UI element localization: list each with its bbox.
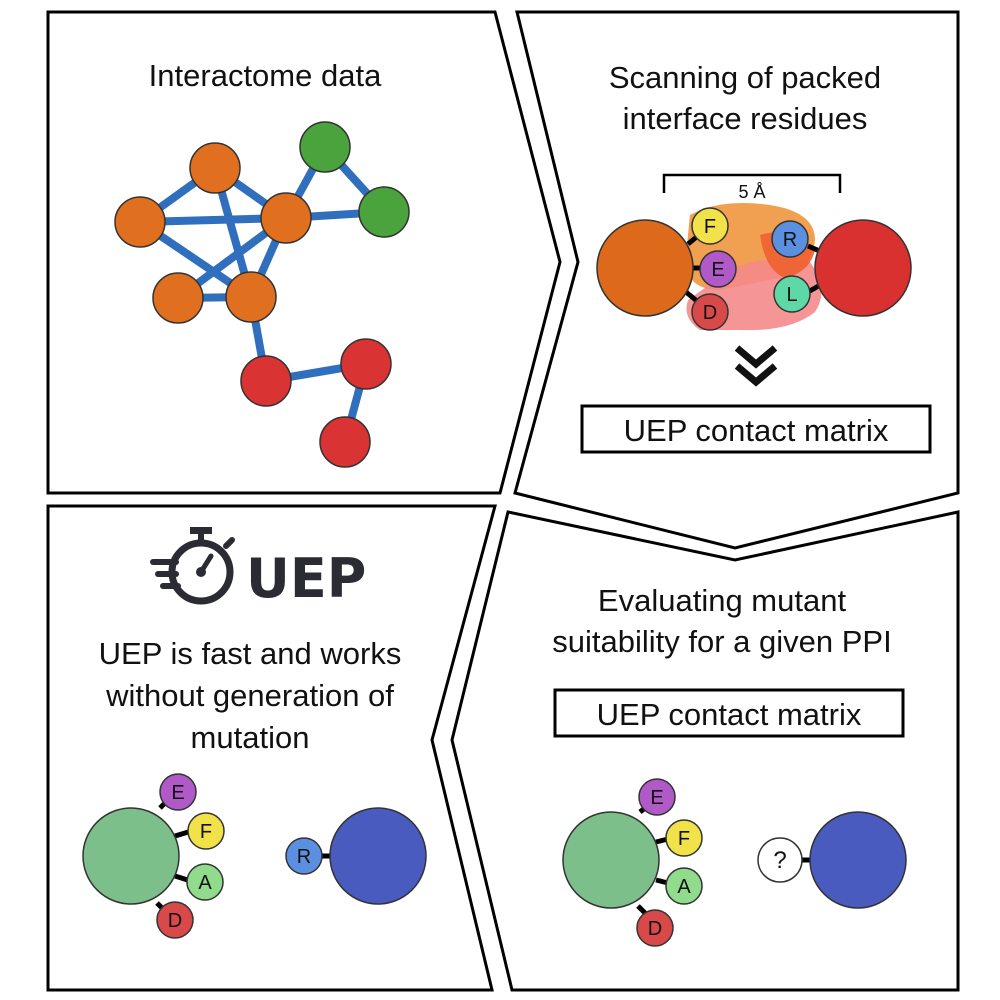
residue-uep-r-label: R <box>297 846 311 868</box>
evaluating-title-line2: suitability for a given PPI <box>552 624 891 659</box>
contact-matrix-label-top: UEP contact matrix <box>624 413 889 448</box>
contact-matrix-box-bottom <box>553 688 905 738</box>
distance-label: 5 Å <box>738 182 765 202</box>
residue-e-label: E <box>711 259 724 281</box>
scanning-title-line1: Scanning of packed <box>609 60 881 95</box>
residue-d-label: D <box>703 302 717 324</box>
network-node-o4 <box>152 272 204 324</box>
residue-uep-e-label: E <box>171 782 184 804</box>
chevron-down-icon-2 <box>734 363 778 387</box>
panel-interactome: Interactome data <box>46 10 562 495</box>
network-node-r2 <box>340 338 392 390</box>
residue-uep-d-label: D <box>168 910 182 932</box>
residue-f-label: F <box>704 216 716 238</box>
residue-e <box>699 250 737 288</box>
protein-right <box>814 219 912 317</box>
residue-eval-a-label: A <box>677 876 691 898</box>
residue-unknown-label: ? <box>773 847 786 874</box>
panel-interactome-frame <box>46 10 562 495</box>
uep-text-line1: UEP is fast and works <box>99 636 402 671</box>
network-node-o1 <box>189 142 241 194</box>
contact-matrix-box-top <box>580 404 932 454</box>
uep-text-line2: without generation of <box>105 678 394 713</box>
residue-eval-f-label: F <box>678 828 690 850</box>
protein-uep-left <box>82 807 180 905</box>
residue-d <box>691 293 729 331</box>
residue-r <box>771 220 809 258</box>
evaluating-title-line1: Evaluating mutant <box>598 583 847 618</box>
residue-f <box>691 207 729 245</box>
interactome-title: Interactome data <box>149 58 382 93</box>
scanning-title-line2: interface residues <box>623 101 868 136</box>
protein-eval-left <box>562 811 660 909</box>
residue-eval-e-label: E <box>650 787 663 809</box>
residue-l <box>773 275 811 313</box>
residue-uep-f <box>187 812 225 850</box>
residue-uep-d <box>156 901 194 939</box>
network-node-g2 <box>358 186 410 238</box>
residue-uep-f-label: F <box>200 821 212 843</box>
network-node-r1 <box>240 355 292 407</box>
network-node-g1 <box>299 121 351 173</box>
network-node-o3 <box>260 192 312 244</box>
panel-scanning: Scanning of packed interface residues 5 … <box>513 10 960 550</box>
residue-r-label: R <box>783 229 797 251</box>
uep-text-line3: mutation <box>191 720 310 755</box>
interaction-network <box>114 121 410 468</box>
stopwatch-icon <box>150 527 235 605</box>
residue-uep-a-label: A <box>198 872 212 894</box>
network-node-o2 <box>114 196 166 248</box>
distance-bracket <box>662 173 842 193</box>
residue-uep-a <box>186 863 224 901</box>
residue-unknown <box>757 837 803 883</box>
network-node-o5 <box>225 271 277 323</box>
protein-uep-right <box>329 807 427 905</box>
residue-l-label: L <box>786 284 797 306</box>
protein-eval-right <box>809 811 907 909</box>
residue-uep-r <box>285 837 323 875</box>
network-node-r3 <box>319 416 371 468</box>
residue-eval-a <box>665 867 703 905</box>
chevron-down-icon <box>734 345 778 369</box>
residue-eval-e <box>638 778 676 816</box>
contact-matrix-label-bottom: UEP contact matrix <box>597 697 862 732</box>
uep-brand: UEP <box>246 547 366 610</box>
residue-eval-f <box>665 819 703 857</box>
residue-eval-d <box>636 909 674 947</box>
residue-uep-e <box>159 773 197 811</box>
residue-eval-d-label: D <box>648 918 662 940</box>
protein-left <box>596 219 694 317</box>
panel-evaluating: Evaluating mutant suitability for a give… <box>450 510 960 992</box>
panel-uep: UEP UEP is fast and works without genera… <box>46 504 497 992</box>
